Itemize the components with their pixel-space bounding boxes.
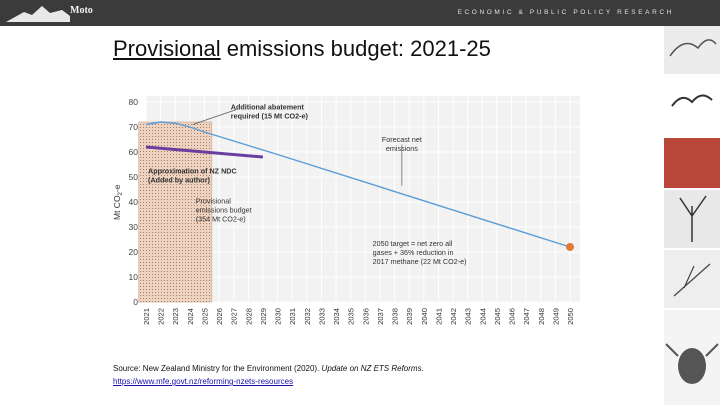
x-tick-label: 2033 — [317, 308, 326, 325]
x-tick-label: 2039 — [405, 308, 414, 325]
y-tick-label: 10 — [129, 272, 139, 282]
target-point — [566, 243, 574, 251]
x-tick-label: 2022 — [157, 308, 166, 325]
y-tick-label: 50 — [129, 172, 139, 182]
source-citation: Source: New Zealand Ministry for the Env… — [113, 364, 424, 373]
x-tick-label: 2047 — [522, 308, 531, 325]
kiwi-logo-icon — [6, 6, 70, 22]
target-annotation: gases + 36% reduction in — [373, 248, 454, 257]
title-underlined-word: Provisional — [113, 36, 221, 61]
source-title: Update on NZ ETS Reforms. — [321, 364, 424, 373]
forecast-annotation: emissions — [386, 144, 418, 153]
y-tick-label: 0 — [133, 297, 138, 307]
forecast-line — [145, 121, 571, 248]
x-tick-label: 2035 — [347, 308, 356, 325]
x-tick-label: 2025 — [200, 308, 209, 325]
ndc-annotation: (Added by author) — [148, 175, 210, 184]
y-tick-label: 20 — [129, 247, 139, 257]
x-tick-labels: 2021 2022 2023 2024 2025 2026 2027 2028 2029 2030… — [142, 308, 575, 325]
x-tick-label: 2030 — [274, 308, 283, 325]
budget-annotation: Provisional — [196, 196, 232, 205]
y-axis-label: Mt CO2-e — [112, 184, 124, 220]
x-tick-label: 2049 — [551, 308, 560, 325]
x-tick-label: 2045 — [493, 308, 502, 325]
ndc-annotation: Approximation of NZ NDC — [148, 166, 237, 175]
y-tick-label: 70 — [129, 122, 139, 132]
y-tick-label: 60 — [129, 147, 139, 157]
x-tick-label: 2024 — [186, 308, 195, 325]
x-tick-label: 2027 — [230, 308, 239, 325]
x-tick-label: 2029 — [259, 308, 268, 325]
x-tick-label: 2034 — [332, 308, 341, 325]
target-annotation: 2050 target = net zero all — [373, 239, 453, 248]
x-tick-label: 2043 — [464, 308, 473, 325]
x-tick-label: 2042 — [449, 308, 458, 325]
x-tick-label: 2041 — [434, 308, 443, 325]
budget-annotation: emissions budget — [196, 205, 252, 214]
budget-annotation: (354 Mt CO2-e) — [196, 214, 246, 223]
x-tick-label: 2044 — [478, 308, 487, 325]
x-tick-label: 2031 — [288, 308, 297, 325]
x-tick-label: 2026 — [215, 308, 224, 325]
x-tick-label: 2038 — [391, 308, 400, 325]
slide-title: Provisional emissions budget: 2021-25 — [113, 36, 491, 62]
x-tick-label: 2028 — [244, 308, 253, 325]
source-prefix: Source: New Zealand Ministry for the Env… — [113, 364, 322, 373]
abatement-pointer — [192, 109, 237, 125]
x-tick-label: 2023 — [171, 308, 180, 325]
title-rest: emissions budget: 2021-25 — [220, 36, 491, 61]
x-tick-label: 2050 — [566, 308, 575, 325]
decorative-illustration-strip — [664, 26, 720, 405]
x-tick-label: 2040 — [420, 308, 429, 325]
y-tick-label: 80 — [129, 97, 139, 107]
y-tick-labels: 0 10 20 30 40 50 60 70 80 — [129, 97, 139, 307]
x-tick-label: 2021 — [142, 308, 151, 325]
x-tick-label: 2032 — [303, 308, 312, 325]
ndc-line — [145, 145, 264, 159]
plot-background — [146, 96, 580, 302]
target-annotation: 2017 methane (22 Mt CO2-e) — [373, 257, 467, 266]
y-tick-label: 30 — [129, 222, 139, 232]
forecast-annotation: Forecast net — [382, 135, 422, 144]
abatement-annotation: Additional abatement — [231, 103, 305, 112]
x-tick-label: 2048 — [537, 308, 546, 325]
x-tick-label: 2037 — [376, 308, 385, 325]
logo-text: Moto — [70, 5, 93, 16]
x-tick-label: 2046 — [508, 308, 517, 325]
header-tagline: ECONOMIC & PUBLIC POLICY RESEARCH — [457, 9, 674, 16]
abatement-annotation: required (15 Mt CO2-e) — [231, 112, 309, 121]
header-bar: Moto ECONOMIC & PUBLIC POLICY RESEARCH — [0, 0, 720, 26]
source-link[interactable]: https://www.mfe.govt.nz/reforming-nzets-… — [113, 377, 294, 386]
x-tick-label: 2036 — [361, 308, 370, 325]
y-tick-label: 40 — [129, 197, 139, 207]
